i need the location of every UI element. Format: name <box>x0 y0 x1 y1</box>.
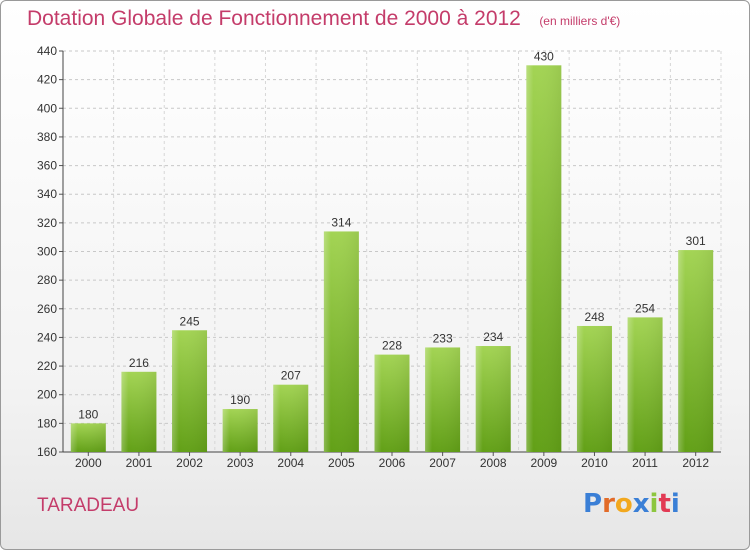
value-label: 301 <box>686 234 706 248</box>
x-tick-label: 2002 <box>176 456 203 470</box>
bar-shine <box>121 371 157 452</box>
x-tick-label: 2007 <box>429 456 456 470</box>
bar-shine <box>576 325 612 452</box>
commune-name: TARADEAU <box>37 495 140 516</box>
value-label: 228 <box>382 339 402 353</box>
value-label: 248 <box>584 310 604 324</box>
bar-shine <box>475 346 511 452</box>
value-label: 314 <box>331 215 351 229</box>
y-tick-label: 320 <box>37 216 57 230</box>
y-tick-label: 220 <box>37 359 57 373</box>
value-label: 245 <box>180 314 200 328</box>
labels: 160 180 200 220 240 260 280 300 320 340 360 380 400 4… <box>37 44 709 470</box>
value-label: 234 <box>483 330 503 344</box>
x-tick-label: 2012 <box>682 456 709 470</box>
y-tick-label: 160 <box>37 445 57 459</box>
bar-shine <box>70 423 106 452</box>
y-tick-label: 300 <box>37 245 57 259</box>
value-label: 233 <box>433 331 453 345</box>
value-label: 207 <box>281 369 301 383</box>
bar-shine <box>323 231 359 452</box>
y-tick-label: 280 <box>37 273 57 287</box>
y-tick-label: 360 <box>37 159 57 173</box>
bar-shine <box>425 347 461 452</box>
x-tick-label: 2006 <box>379 456 406 470</box>
x-tick-label: 2003 <box>227 456 254 470</box>
bar-shine <box>678 250 714 452</box>
x-tick-label: 2010 <box>581 456 608 470</box>
value-label: 190 <box>230 393 250 407</box>
bar-shine <box>222 409 258 452</box>
title-row: Dotation Globale de Fonctionnement de 20… <box>27 7 620 31</box>
chart-title: Dotation Globale de Fonctionnement de 20… <box>27 7 521 30</box>
value-label: 216 <box>129 356 149 370</box>
y-tick-label: 340 <box>37 187 57 201</box>
value-label: 430 <box>534 49 554 63</box>
y-tick-label: 380 <box>37 130 57 144</box>
value-label: 254 <box>635 301 655 315</box>
chart-subtitle: (en milliers d'€) <box>539 14 621 28</box>
y-tick-label: 240 <box>37 330 57 344</box>
bar-shine <box>374 354 410 452</box>
y-tick-label: 440 <box>37 44 57 58</box>
y-tick-label: 420 <box>37 73 57 87</box>
x-tick-label: 2000 <box>75 456 102 470</box>
y-tick-label: 200 <box>37 388 57 402</box>
y-tick-label: 400 <box>37 101 57 115</box>
y-tick-label: 180 <box>37 416 57 430</box>
x-tick-label: 2001 <box>126 456 153 470</box>
proxiti-logo[interactable]: Proxiti <box>583 489 680 519</box>
bar-shine <box>172 330 208 452</box>
x-tick-label: 2008 <box>480 456 507 470</box>
y-tick-label: 260 <box>37 302 57 316</box>
bars <box>70 65 714 453</box>
bar-shine <box>526 65 562 453</box>
x-tick-label: 2005 <box>328 456 355 470</box>
value-label: 180 <box>78 407 98 421</box>
x-tick-label: 2004 <box>277 456 304 470</box>
bar-shine <box>273 384 309 452</box>
x-tick-label: 2011 <box>632 456 658 470</box>
bar-shine <box>627 317 663 452</box>
x-tick-label: 2009 <box>530 456 557 470</box>
